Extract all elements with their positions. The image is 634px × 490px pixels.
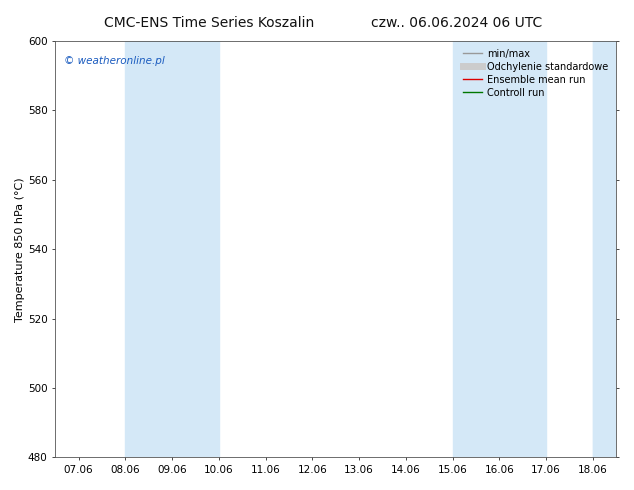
Y-axis label: Temperature 850 hPa (°C): Temperature 850 hPa (°C) <box>15 177 25 321</box>
Text: czw.. 06.06.2024 06 UTC: czw.. 06.06.2024 06 UTC <box>371 16 542 30</box>
Bar <box>593 41 616 457</box>
Bar <box>453 41 546 457</box>
Text: © weatheronline.pl: © weatheronline.pl <box>63 56 164 66</box>
Bar <box>126 41 219 457</box>
Legend: min/max, Odchylenie standardowe, Ensemble mean run, Controll run: min/max, Odchylenie standardowe, Ensembl… <box>460 46 611 100</box>
Text: CMC-ENS Time Series Koszalin: CMC-ENS Time Series Koszalin <box>104 16 314 30</box>
